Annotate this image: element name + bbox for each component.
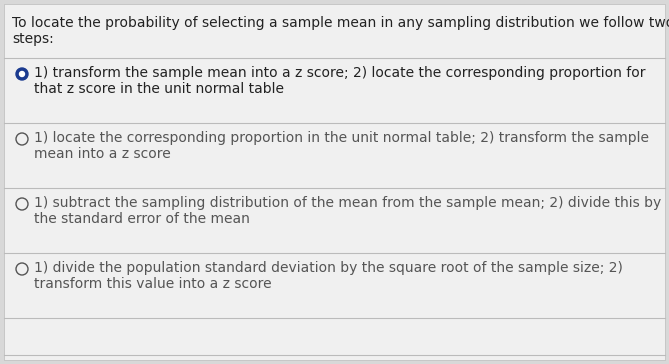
- Text: 1) subtract the sampling distribution of the mean from the sample mean; 2) divid: 1) subtract the sampling distribution of…: [34, 196, 661, 210]
- Text: transform this value into a z score: transform this value into a z score: [34, 277, 272, 291]
- Text: 1) locate the corresponding proportion in the unit normal table; 2) transform th: 1) locate the corresponding proportion i…: [34, 131, 649, 145]
- FancyBboxPatch shape: [4, 4, 665, 360]
- Circle shape: [19, 71, 25, 76]
- Text: 1) transform the sample mean into a z score; 2) locate the corresponding proport: 1) transform the sample mean into a z sc…: [34, 66, 646, 80]
- Text: 1) divide the population standard deviation by the square root of the sample siz: 1) divide the population standard deviat…: [34, 261, 623, 275]
- Circle shape: [16, 68, 28, 80]
- Text: mean into a z score: mean into a z score: [34, 147, 171, 161]
- Text: that z score in the unit normal table: that z score in the unit normal table: [34, 82, 284, 96]
- Text: To locate the probability of selecting a sample mean in any sampling distributio: To locate the probability of selecting a…: [12, 16, 669, 30]
- Text: the standard error of the mean: the standard error of the mean: [34, 212, 250, 226]
- Text: steps:: steps:: [12, 32, 54, 46]
